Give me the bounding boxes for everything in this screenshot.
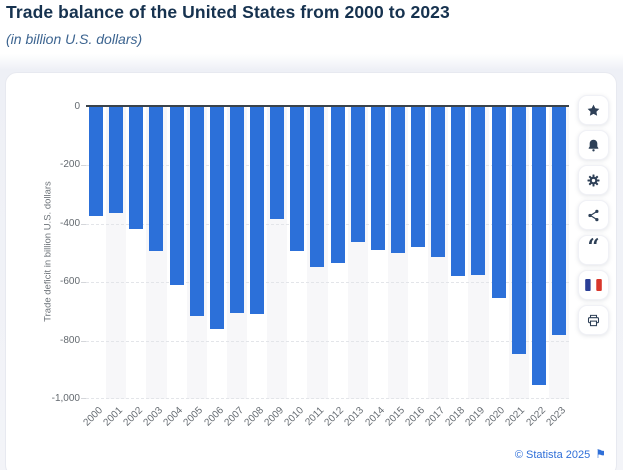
statista-copyright-link[interactable]: © Statista 2025	[514, 449, 591, 461]
x-tick-label-2009: 2009	[262, 405, 286, 429]
gridline	[86, 224, 569, 225]
french-flag-icon	[585, 279, 602, 291]
x-tick-label-2001: 2001	[101, 405, 125, 429]
x-tick-label-2011: 2011	[303, 405, 327, 428]
y-axis-tick	[81, 398, 86, 399]
y-axis-tick	[81, 282, 86, 283]
share-icon	[586, 208, 601, 223]
bar-2010[interactable]	[290, 107, 305, 252]
x-tick-label-2022: 2022	[524, 405, 548, 429]
y-tick-label: -200	[59, 159, 80, 170]
bar-2006[interactable]	[209, 107, 224, 330]
x-tick-label-2010: 2010	[282, 405, 307, 429]
bar-2022[interactable]	[531, 107, 546, 385]
chart-header: Trade balance of the United States from …	[6, 2, 450, 47]
x-tick-label-2023: 2023	[544, 405, 568, 429]
chart-footer: © Statista 2025 ⚑	[515, 447, 606, 461]
page-title: Trade balance of the United States from …	[6, 2, 450, 22]
favorite-button[interactable]	[578, 95, 609, 125]
x-tick-label-2004: 2004	[161, 405, 186, 429]
y-axis-tick	[81, 224, 86, 225]
x-tick-label-2000: 2000	[81, 405, 105, 429]
bar-2018[interactable]	[451, 107, 466, 277]
bar-2007[interactable]	[229, 107, 244, 313]
plot-area	[81, 107, 569, 399]
cite-button[interactable]: “	[578, 235, 609, 265]
x-tick-label-2020: 2020	[483, 405, 508, 429]
x-tick-label-2015: 2015	[383, 405, 407, 429]
share-button[interactable]	[578, 200, 609, 230]
x-tick-label-2016: 2016	[403, 405, 427, 429]
bell-icon	[586, 138, 601, 153]
star-icon	[586, 103, 601, 118]
bar-2005[interactable]	[189, 107, 204, 316]
bar-2003[interactable]	[149, 107, 164, 252]
chart-card: Trade deficit in billion U.S. dollars 0-…	[5, 72, 617, 470]
x-tick-label-2005: 2005	[181, 405, 206, 429]
y-tick-label: -800	[59, 335, 80, 346]
bar-2013[interactable]	[350, 107, 365, 242]
page-subtitle: (in billion U.S. dollars)	[6, 31, 143, 47]
x-tick-label-2014: 2014	[363, 405, 387, 429]
y-tick-label: -600	[59, 276, 80, 287]
gridline	[86, 398, 569, 399]
bar-2002[interactable]	[129, 107, 144, 230]
x-tick-label-2008: 2008	[242, 405, 266, 429]
bar-2009[interactable]	[270, 107, 285, 220]
x-tick-label-2006: 2006	[202, 405, 226, 429]
x-tick-label-2003: 2003	[141, 405, 166, 429]
y-tick-label: -400	[59, 218, 80, 229]
zero-axis-line	[86, 105, 569, 107]
bar-2001[interactable]	[109, 107, 124, 213]
language-button[interactable]	[578, 270, 609, 300]
bar-2012[interactable]	[330, 107, 345, 264]
y-axis-tick	[81, 341, 86, 342]
gridline	[86, 341, 569, 342]
bar-2020[interactable]	[491, 107, 506, 298]
x-tick-label-2002: 2002	[121, 405, 146, 429]
bar-2004[interactable]	[169, 107, 184, 286]
y-axis-labels: 0 -200 -400 -600 -800 -1,000	[6, 101, 80, 404]
bar-2017[interactable]	[431, 107, 446, 258]
statista-flag-icon: ⚑	[595, 447, 606, 461]
bar-2008[interactable]	[250, 107, 265, 314]
x-tick-label-2012: 2012	[322, 405, 347, 429]
x-tick-label-2019: 2019	[463, 405, 488, 429]
bar-2000[interactable]	[89, 107, 104, 216]
x-tick-label-2013: 2013	[342, 405, 367, 429]
y-tick-label: -1,000	[51, 393, 80, 404]
x-tick-label-2018: 2018	[443, 405, 468, 429]
alerts-button[interactable]	[578, 130, 609, 160]
bar-2016[interactable]	[411, 107, 426, 248]
chart-toolbar: “	[578, 95, 609, 335]
print-button[interactable]	[578, 305, 609, 335]
x-tick-label-2021: 2021	[503, 405, 528, 429]
quote-icon: “	[587, 234, 600, 259]
y-axis-tick	[81, 165, 86, 166]
gridline	[86, 282, 569, 283]
bar-2014[interactable]	[370, 107, 385, 251]
x-tick-label-2017: 2017	[423, 405, 447, 429]
bar-2011[interactable]	[310, 107, 325, 268]
bar-2015[interactable]	[390, 107, 405, 254]
printer-icon	[586, 313, 601, 328]
bar-2019[interactable]	[471, 107, 486, 276]
y-tick-label: 0	[74, 101, 80, 112]
x-tick-label-2007: 2007	[222, 405, 246, 429]
gridline	[86, 165, 569, 166]
settings-button[interactable]	[578, 165, 609, 195]
bar-2023[interactable]	[551, 107, 566, 335]
bar-2021[interactable]	[511, 107, 526, 354]
gear-icon	[586, 173, 601, 188]
